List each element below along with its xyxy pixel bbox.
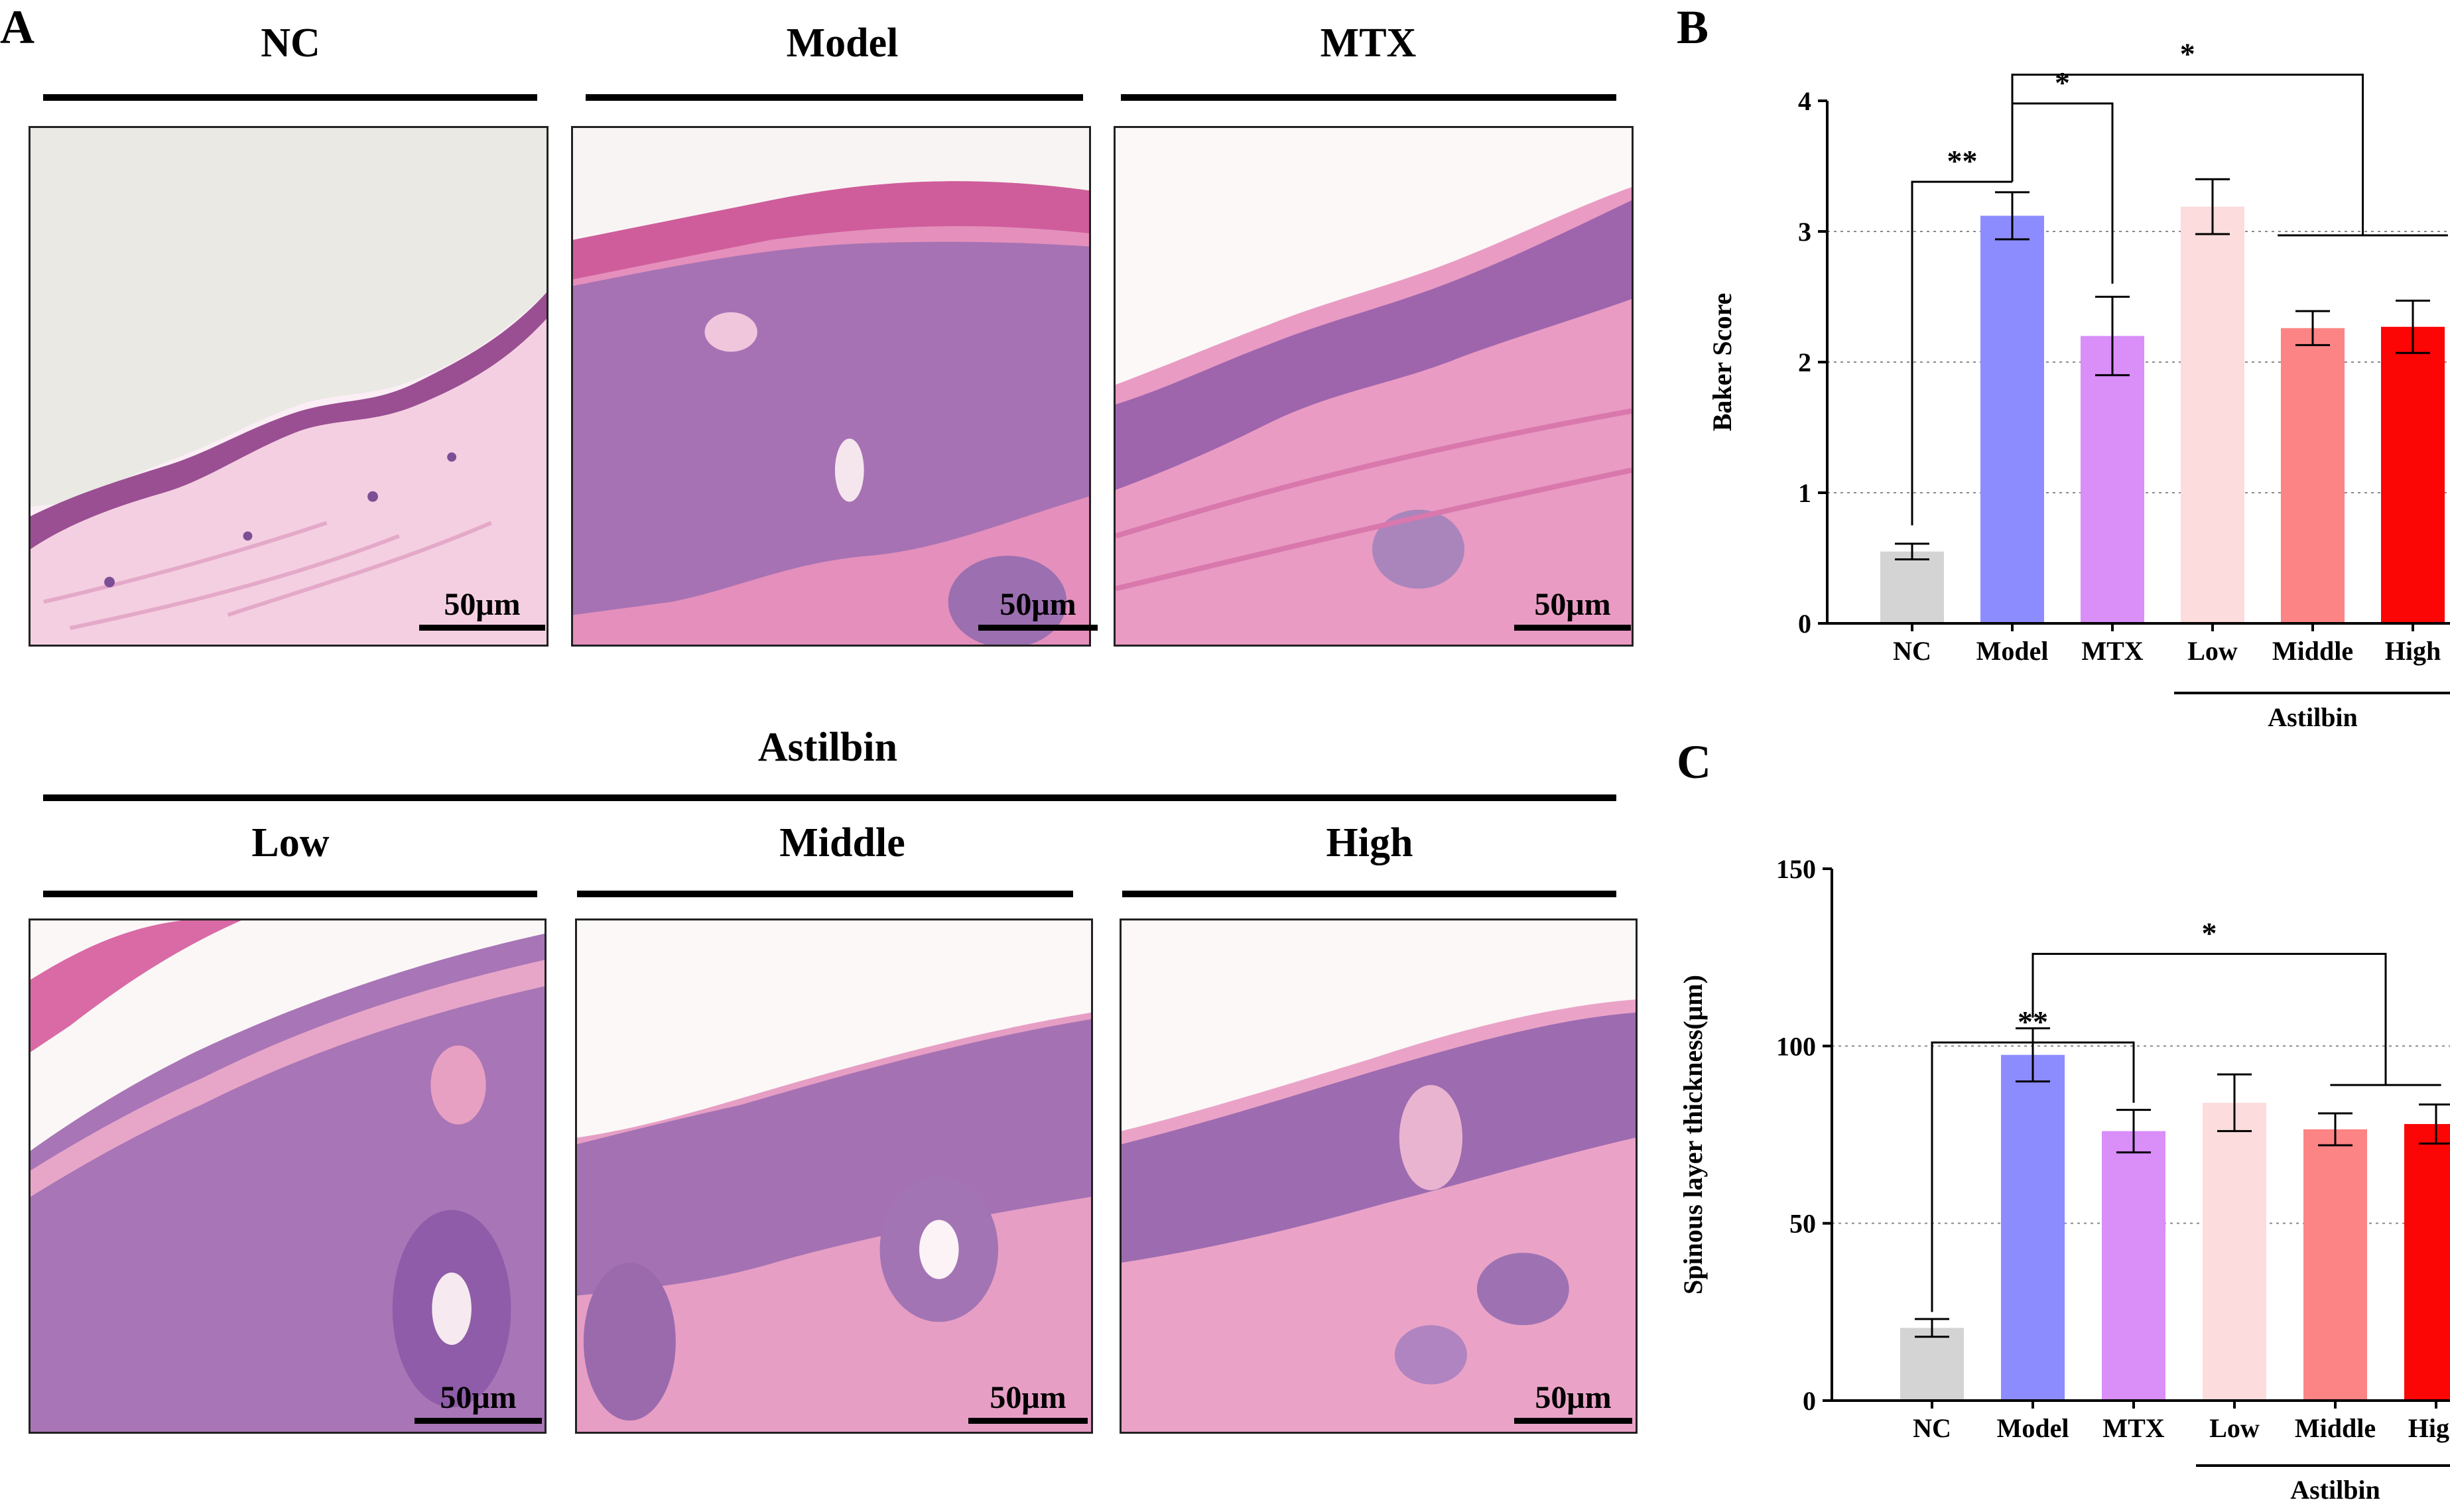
- category-label: Middle: [2295, 1413, 2376, 1443]
- significance-stars: *: [2180, 40, 2195, 71]
- category-label: Model: [1997, 1413, 2069, 1443]
- title-mtx: MTX: [1320, 21, 1417, 66]
- scale-bar-mtx: 50μm: [1514, 589, 1631, 631]
- y-tick-label: 150: [1776, 854, 1816, 884]
- y-tick-label: 3: [1798, 217, 1811, 247]
- title-middle: Middle: [779, 820, 905, 865]
- bar-mtx: [2081, 336, 2144, 623]
- scale-bar-high: 50μm: [1514, 1382, 1632, 1424]
- bar-low: [2203, 1102, 2266, 1401]
- micrograph-middle: [575, 918, 1093, 1434]
- tissue-image-middle: [577, 920, 1091, 1432]
- bar-low: [2181, 206, 2244, 623]
- bar-nc: [1900, 1328, 1964, 1401]
- y-axis-label: Baker Score: [1711, 293, 1737, 432]
- category-label: MTX: [2102, 1413, 2164, 1443]
- significance-bracket: [2031, 952, 2387, 1086]
- chart-baker-score: Baker Score NC Model MTX Low Middle High 0 1 2 3 4…: [1711, 40, 2450, 732]
- category-label: NC: [1893, 636, 1931, 666]
- y-tick-label: 0: [1798, 609, 1811, 639]
- y-tick-label: 100: [1776, 1031, 1816, 1061]
- category-label: High: [2408, 1413, 2450, 1443]
- category-label: Model: [1976, 636, 2049, 666]
- bar-middle: [2303, 1129, 2367, 1401]
- micrograph-high: [1120, 918, 1638, 1434]
- category-label: High: [2385, 636, 2441, 666]
- scale-bar-low: 50μm: [415, 1382, 542, 1424]
- bar-middle: [2281, 328, 2345, 623]
- chart-spinous-thickness: Spinous layer thickness(μm) NC Model MTX Lo…: [1678, 854, 2450, 1505]
- scale-bar-middle: 50μm: [968, 1382, 1088, 1424]
- rule-low: [43, 891, 537, 897]
- category-label: Low: [2187, 636, 2238, 666]
- scale-label: 50μm: [1534, 587, 1611, 622]
- group-label: Astilbin: [2290, 1475, 2380, 1505]
- rule-mtx: [1121, 94, 1616, 101]
- scale-label: 50μm: [1535, 1380, 1612, 1415]
- panel-label-b: B: [1677, 1, 1709, 54]
- significance-stars: *: [2055, 66, 2070, 99]
- significance-stars: **: [1947, 144, 1978, 178]
- y-tick-label: 2: [1798, 347, 1811, 377]
- y-axis-label: Spinous layer thickness(μm): [1678, 975, 1708, 1294]
- significance-bracket: [1911, 180, 2012, 526]
- scale-label: 50μm: [444, 587, 521, 622]
- scale-bar-nc: 50μm: [419, 589, 545, 631]
- category-label: MTX: [2081, 636, 2143, 666]
- title-high: High: [1326, 820, 1413, 865]
- y-tick-label: 4: [1798, 86, 1811, 116]
- scale-label: 50μm: [440, 1380, 517, 1415]
- tissue-image-high: [1122, 920, 1636, 1432]
- panel-label-c: C: [1677, 735, 1711, 788]
- bar-high: [2381, 326, 2445, 623]
- tissue-image-mtx: [1116, 128, 1632, 645]
- rule-nc: [43, 94, 537, 101]
- title-nc: NC: [261, 21, 320, 66]
- y-tick-label: 0: [1803, 1386, 1816, 1416]
- bar-mtx: [2102, 1131, 2165, 1401]
- micrograph-nc: [29, 126, 548, 647]
- significance-bracket: [2011, 102, 2114, 284]
- tissue-image-model: [573, 128, 1089, 645]
- significance-stars: *: [2202, 916, 2217, 950]
- bar-high: [2404, 1123, 2450, 1401]
- y-tick-label: 1: [1798, 478, 1811, 508]
- panel-label-a: A: [0, 1, 34, 54]
- scale-label: 50μm: [999, 587, 1076, 622]
- group-label: Astilbin: [2268, 702, 2358, 732]
- tissue-image-nc: [31, 128, 547, 645]
- category-label: NC: [1913, 1413, 1951, 1443]
- tissue-image-low: [31, 920, 545, 1432]
- rule-astilbin: [43, 794, 1616, 801]
- scale-bar-model: 50μm: [978, 589, 1098, 631]
- micrograph-model: [571, 126, 1091, 647]
- title-low: Low: [251, 820, 330, 865]
- scale-label: 50μm: [990, 1380, 1066, 1415]
- category-label: Middle: [2272, 636, 2353, 666]
- category-label: Low: [2209, 1413, 2260, 1443]
- title-astilbin: Astilbin: [757, 725, 898, 770]
- bar-nc: [1880, 551, 1944, 623]
- bar-model: [1980, 216, 2044, 623]
- y-tick-label: 50: [1789, 1209, 1816, 1239]
- significance-bracket: [2011, 74, 2364, 235]
- micrograph-low: [29, 918, 547, 1434]
- rule-model: [586, 94, 1083, 101]
- title-model: Model: [786, 21, 899, 66]
- rule-middle: [577, 891, 1073, 897]
- significance-bracket: [1931, 1041, 2135, 1312]
- bar-model: [2001, 1054, 2065, 1401]
- micrograph-mtx: [1114, 126, 1634, 647]
- rule-high: [1122, 891, 1616, 897]
